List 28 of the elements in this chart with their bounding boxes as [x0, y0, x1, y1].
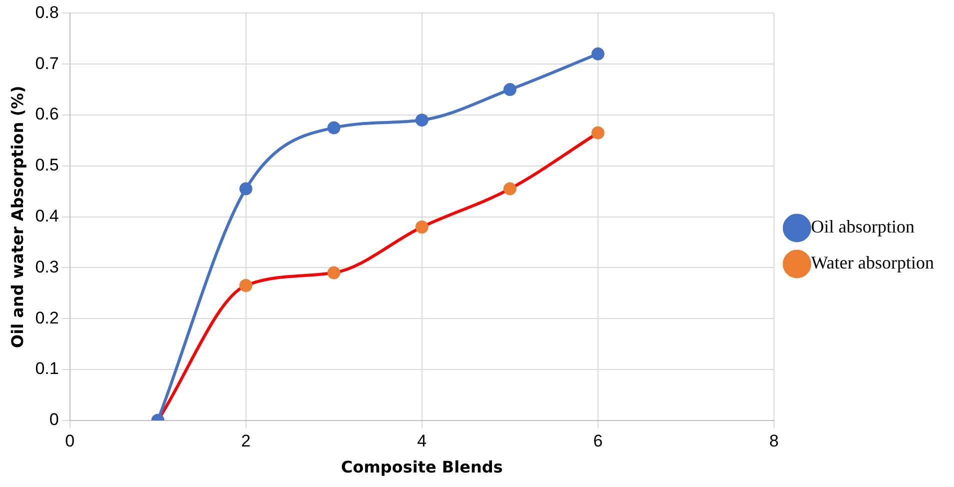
y-tick-label: 0.3 [35, 257, 59, 276]
point [239, 279, 252, 292]
x-tick-label: 6 [593, 431, 603, 450]
y-tick-label: 0.5 [35, 156, 59, 175]
point [239, 182, 252, 196]
point [591, 47, 604, 60]
point [503, 182, 516, 196]
point [327, 121, 340, 134]
point [503, 83, 516, 96]
point [327, 266, 340, 280]
y-axis-title: Oil and water Absorption (%) [8, 86, 27, 348]
y-tick-label: 0.8 [35, 2, 59, 22]
x-tick-label: 0 [65, 431, 75, 450]
x-tick-label: 4 [417, 431, 427, 450]
y-tick-label: 0.2 [35, 308, 59, 328]
y-tick-label: 0.7 [35, 54, 59, 73]
x-tick-label: 2 [241, 431, 251, 450]
y-tick-label: 0.4 [35, 206, 59, 226]
y-tick-label: 0.6 [35, 104, 59, 124]
x-tick-label: 8 [769, 431, 779, 450]
legend-label: Water absorption [810, 252, 934, 273]
y-tick-label: 0.1 [35, 359, 59, 378]
x-axis-title: Composite Blends [340, 458, 503, 477]
point [591, 126, 604, 140]
y-tick-label: 0 [49, 410, 59, 430]
point [415, 220, 428, 234]
point [415, 114, 428, 127]
legend-label: Oil absorption [810, 216, 914, 237]
